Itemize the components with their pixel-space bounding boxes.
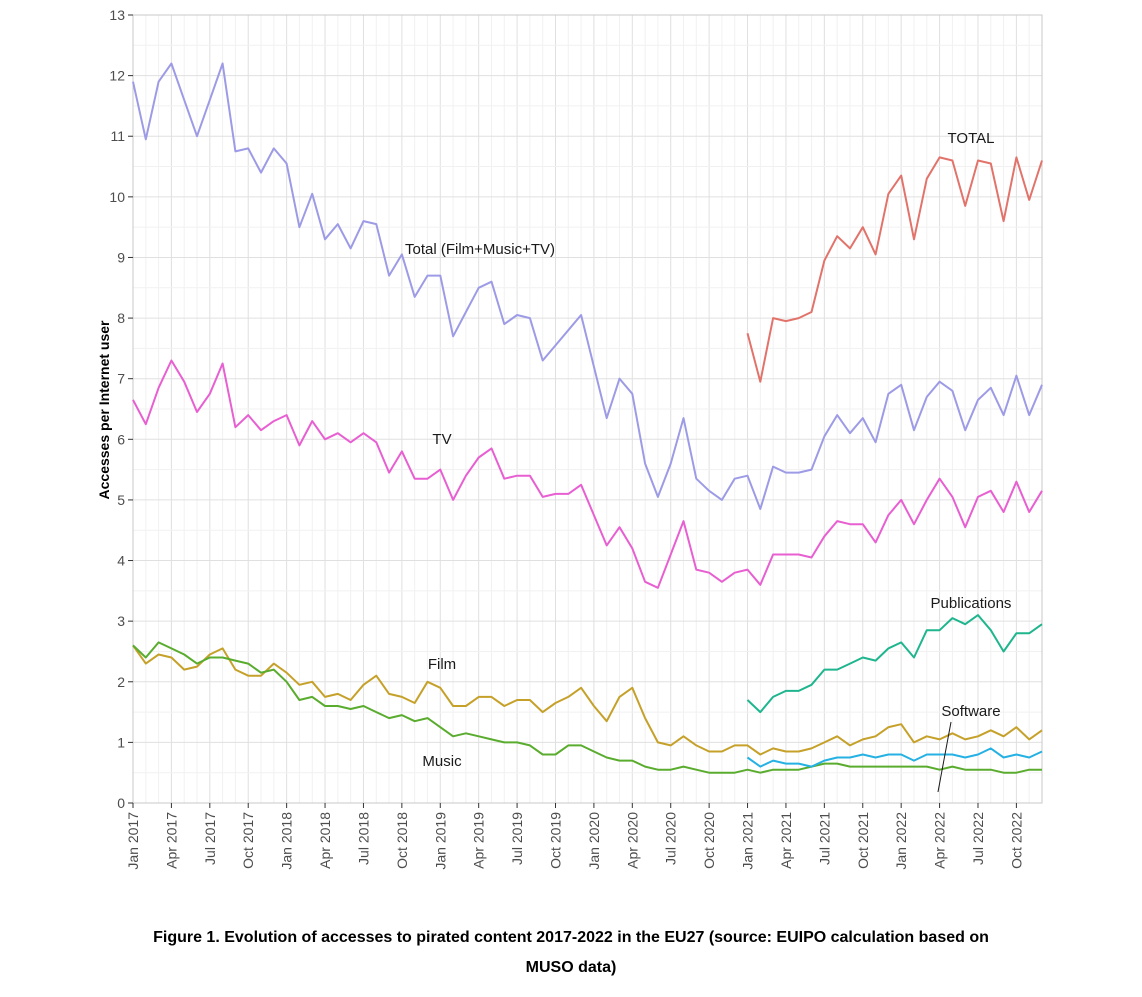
figure-caption-line-2: MUSO data) bbox=[525, 959, 617, 976]
series-labels: Total (Film+Music+TV) TV Film Music TOTAL Pub… bbox=[405, 130, 1012, 793]
x-tick-label: Jan 2022 bbox=[893, 812, 909, 870]
y-axis-label: Accesses per Internet user bbox=[96, 320, 112, 500]
plot-border bbox=[132, 14, 1043, 804]
x-tick-label: Jul 2021 bbox=[816, 812, 832, 865]
series-label-total: TOTAL bbox=[948, 130, 995, 147]
y-tick-label: 10 bbox=[109, 189, 125, 205]
y-tick-label: 0 bbox=[117, 795, 125, 811]
series-line-tv bbox=[132, 359, 1043, 589]
x-tick-label: Oct 2017 bbox=[240, 812, 256, 869]
series-lines bbox=[132, 62, 1043, 774]
x-tick-label: Jan 2020 bbox=[586, 812, 602, 870]
x-tick-label: Apr 2017 bbox=[163, 812, 179, 869]
series-line-publications bbox=[746, 614, 1043, 714]
x-tick-label: Jul 2020 bbox=[663, 812, 679, 865]
y-tick-label: 11 bbox=[110, 128, 125, 144]
y-tick-label: 1 bbox=[117, 734, 125, 750]
series-label-total-film-music-tv: Total (Film+Music+TV) bbox=[405, 241, 555, 258]
figure-caption-line-1: Figure 1. Evolution of accesses to pirat… bbox=[153, 929, 989, 946]
x-tick-label: Oct 2021 bbox=[855, 812, 871, 869]
x-tick-label: Jul 2018 bbox=[355, 812, 371, 865]
x-tick-label: Jul 2022 bbox=[970, 812, 986, 865]
y-tick-label: 5 bbox=[117, 492, 125, 508]
x-tick-label: Jan 2019 bbox=[432, 812, 448, 870]
series-line-total bbox=[746, 156, 1043, 383]
y-tick-label: 12 bbox=[109, 68, 125, 84]
x-tick-label: Oct 2018 bbox=[394, 812, 410, 869]
series-label-music: Music bbox=[422, 753, 462, 770]
x-tick-label: Apr 2018 bbox=[317, 812, 333, 869]
y-tick-label: 8 bbox=[117, 310, 125, 326]
y-tick-label: 4 bbox=[117, 553, 125, 569]
y-tick-label: 9 bbox=[117, 249, 125, 265]
x-tick-label: Oct 2019 bbox=[547, 812, 563, 869]
x-tick-label: Jan 2021 bbox=[740, 812, 756, 870]
series-line-software bbox=[746, 747, 1043, 768]
x-tick-label: Jan 2018 bbox=[279, 812, 295, 870]
series-line-total-film-music-tv bbox=[132, 62, 1043, 510]
series-label-publications: Publications bbox=[931, 595, 1012, 612]
y-tick-label: 7 bbox=[117, 371, 125, 387]
x-tick-label: Apr 2020 bbox=[624, 812, 640, 869]
series-label-software: Software bbox=[941, 703, 1000, 720]
x-tick-label: Apr 2019 bbox=[471, 812, 487, 869]
x-tick-label: Oct 2022 bbox=[1008, 812, 1024, 869]
series-line-music bbox=[132, 641, 1042, 774]
series-label-film: Film bbox=[428, 656, 456, 673]
y-tick-label: 6 bbox=[117, 431, 125, 447]
gridlines bbox=[132, 14, 1043, 804]
series-label-tv: TV bbox=[432, 431, 451, 448]
x-tick-label: Jan 2017 bbox=[125, 812, 141, 870]
series-line-film bbox=[132, 644, 1043, 756]
y-tick-label: 13 bbox=[109, 7, 125, 23]
software-label-leader bbox=[937, 721, 952, 793]
y-tick-label: 2 bbox=[117, 674, 125, 690]
x-tick-label: Apr 2021 bbox=[778, 812, 794, 869]
x-tick-label: Apr 2022 bbox=[932, 812, 948, 869]
x-tick-label: Jul 2017 bbox=[202, 812, 218, 865]
y-tick-label: 3 bbox=[117, 613, 125, 629]
x-tick-label: Oct 2020 bbox=[701, 812, 717, 869]
x-tick-label: Jul 2019 bbox=[509, 812, 525, 865]
